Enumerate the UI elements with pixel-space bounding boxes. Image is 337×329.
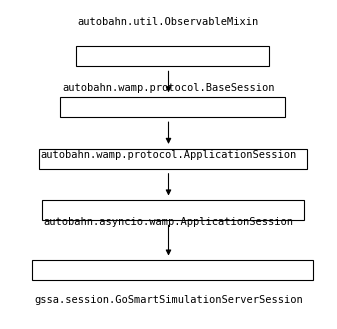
Text: autobahn.asyncio.wamp.ApplicationSession: autobahn.asyncio.wamp.ApplicationSession [43, 217, 294, 227]
Text: autobahn.util.ObservableMixin: autobahn.util.ObservableMixin [78, 17, 259, 27]
Text: gssa.session.GoSmartSimulationServerSession: gssa.session.GoSmartSimulationServerSess… [34, 295, 303, 305]
Bar [76, 46, 269, 66]
Text: autobahn.wamp.protocol.BaseSession: autobahn.wamp.protocol.BaseSession [62, 83, 275, 93]
Bar [42, 200, 304, 220]
Text: autobahn.wamp.protocol.ApplicationSession: autobahn.wamp.protocol.ApplicationSessio… [40, 150, 297, 160]
Bar [39, 149, 307, 169]
Bar [32, 261, 313, 281]
Bar [60, 97, 285, 117]
